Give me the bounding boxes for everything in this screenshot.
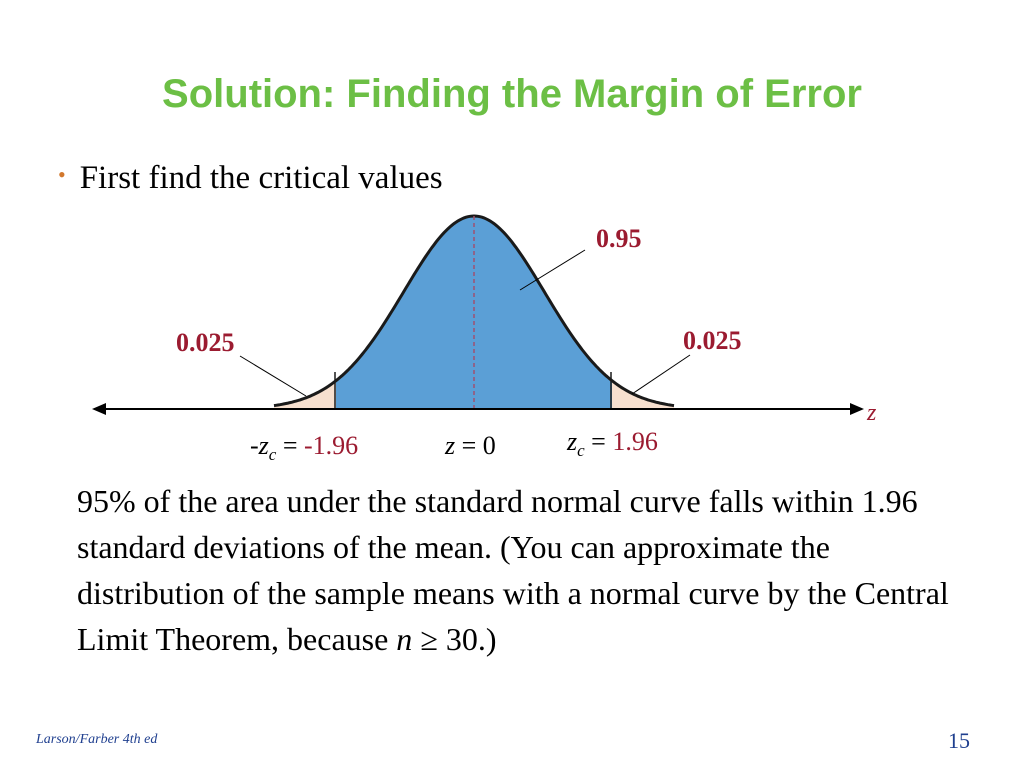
- center-area-leader: [519, 249, 586, 291]
- slide-title: Solution: Finding the Margin of Error: [162, 72, 862, 116]
- right-tail-region: [612, 380, 674, 409]
- right-tail-leader: [631, 354, 691, 395]
- neg-critical-label: -zc = -1.96: [250, 431, 359, 465]
- neg-critical-value: -1.96: [304, 431, 359, 460]
- center-area-label: 0.95: [596, 224, 642, 253]
- right-tail-area-label: 0.025: [683, 326, 742, 355]
- pos-critical-label: zc = 1.96: [567, 427, 658, 461]
- axis-left-arrow-icon: [92, 403, 106, 415]
- center-z-label: z = 0: [445, 431, 496, 460]
- page-number: 15: [948, 728, 970, 753]
- footer-credit: Larson/Farber 4th ed: [36, 732, 158, 747]
- center-region: [336, 216, 612, 409]
- left-tail-leader: [239, 355, 307, 397]
- left-tail-area-label: 0.025: [176, 328, 235, 357]
- axis-right-arrow-icon: [850, 403, 864, 415]
- explanation-paragraph: 95% of the area under the standard norma…: [77, 483, 949, 657]
- bullet-dot-icon: •: [58, 162, 66, 187]
- pos-critical-value: 1.96: [612, 427, 658, 456]
- bullet-item: • First find the critical values: [58, 160, 443, 197]
- bullet-text: First find the critical values: [79, 160, 443, 196]
- z-axis-label: z: [867, 400, 877, 426]
- left-tail-region: [274, 380, 336, 409]
